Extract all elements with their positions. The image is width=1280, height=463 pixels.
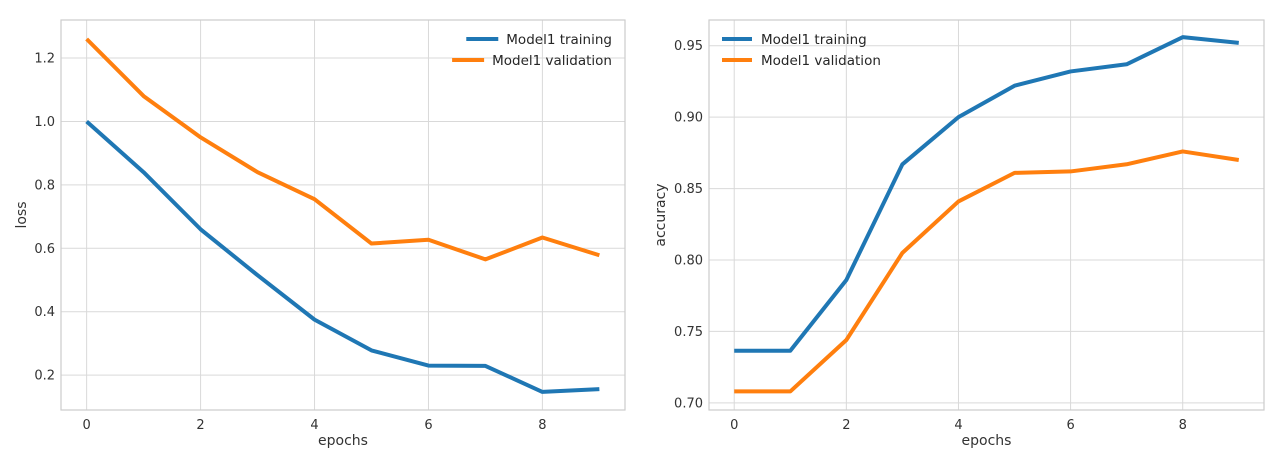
y-tick-label: 0.8	[34, 178, 55, 193]
x-tick-label: 8	[1179, 418, 1187, 433]
legend-label: Model1 validation	[492, 53, 612, 69]
plot-frame	[60, 19, 626, 411]
series-line-model1-training	[85, 119, 600, 394]
x-tick-label: 0	[730, 418, 738, 433]
y-tick-label: 0.85	[674, 182, 703, 197]
x-tick-label: 6	[424, 418, 432, 433]
x-tick-label: 6	[1066, 418, 1074, 433]
series-line-model1-validation	[734, 149, 1240, 394]
legend: Model1 training Model1 validation	[452, 32, 612, 69]
y-tick-label: 0.95	[674, 39, 703, 54]
accuracy-chart: 0 2 4 6 8 0.70 0.75 0.80 0.85 0.90 0.95 epochs accur…	[653, 19, 1265, 449]
y-tick-label: 0.70	[674, 396, 703, 411]
y-tick-label: 0.2	[34, 369, 55, 384]
x-axis-label: epochs	[962, 433, 1012, 449]
plot-frame	[708, 19, 1265, 411]
x-axis-label: epochs	[318, 433, 368, 449]
x-tick-label: 2	[196, 418, 204, 433]
y-tick-label: 0.80	[674, 254, 703, 269]
y-tick-label: 0.75	[674, 325, 703, 340]
y-tick-label: 1.2	[34, 52, 55, 67]
x-tick-label: 2	[842, 418, 850, 433]
y-axis-label: accuracy	[653, 183, 669, 246]
legend-label: Model1 validation	[761, 53, 881, 69]
x-tick-label: 4	[310, 418, 318, 433]
series-line-model1-training	[734, 35, 1239, 353]
series-line-model1-validation	[85, 37, 600, 262]
y-tick-label: 0.90	[674, 111, 703, 126]
x-tick-label: 0	[82, 418, 90, 433]
y-tick-label: 1.0	[34, 115, 55, 130]
loss-chart: 0 2 4 6 8 0.2 0.4 0.6 0.8 1.0 1.2 epochs loss Model1 …	[14, 19, 626, 449]
y-tick-label: 0.6	[34, 242, 55, 257]
x-tick-label: 8	[538, 418, 546, 433]
legend: Model1 training Model1 validation	[722, 32, 881, 69]
x-tick-label: 4	[954, 418, 962, 433]
y-tick-label: 0.4	[34, 305, 55, 320]
y-axis-label: loss	[14, 201, 30, 228]
legend-label: Model1 training	[761, 32, 867, 48]
legend-label: Model1 training	[506, 32, 612, 48]
